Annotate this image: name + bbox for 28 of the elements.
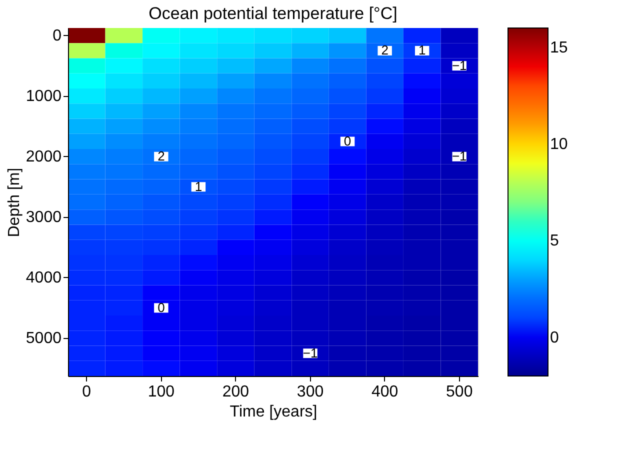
- data-label: 2: [381, 42, 388, 58]
- data-label: 2: [158, 148, 165, 164]
- data-label: −1: [452, 148, 467, 164]
- x-tick-label: 200: [222, 384, 250, 400]
- color-bar-label: 15: [550, 39, 568, 56]
- y-tick-label: 2000: [26, 148, 62, 166]
- data-label: 0: [158, 300, 165, 315]
- y-axis-title: Depth [m]: [6, 168, 23, 238]
- color-bar-label: 0: [550, 329, 559, 346]
- color-bar-label: 5: [550, 232, 559, 250]
- x-tick-label: 500: [446, 384, 473, 400]
- chart-title: Ocean potential temperature [°C]: [148, 4, 398, 24]
- y-tick-label: 0: [52, 28, 62, 45]
- y-tick-label: 3000: [26, 209, 62, 226]
- data-label: 0: [344, 133, 352, 148]
- data-label: −1: [302, 345, 318, 360]
- y-tick-label: 4000: [26, 270, 62, 287]
- data-label: −1: [452, 58, 467, 73]
- x-axis-title: Time [years]: [230, 404, 318, 420]
- x-tick-label: 100: [148, 384, 175, 400]
- data-label: 1: [418, 42, 426, 58]
- data-label: 1: [194, 178, 202, 194]
- y-tick-label: 1000: [26, 88, 62, 106]
- color-bar-label: 10: [550, 136, 568, 153]
- x-tick-label: 300: [296, 384, 324, 400]
- y-tick-label: 5000: [26, 330, 62, 348]
- x-tick-label: 0: [82, 384, 92, 400]
- x-tick-label: 400: [371, 384, 398, 400]
